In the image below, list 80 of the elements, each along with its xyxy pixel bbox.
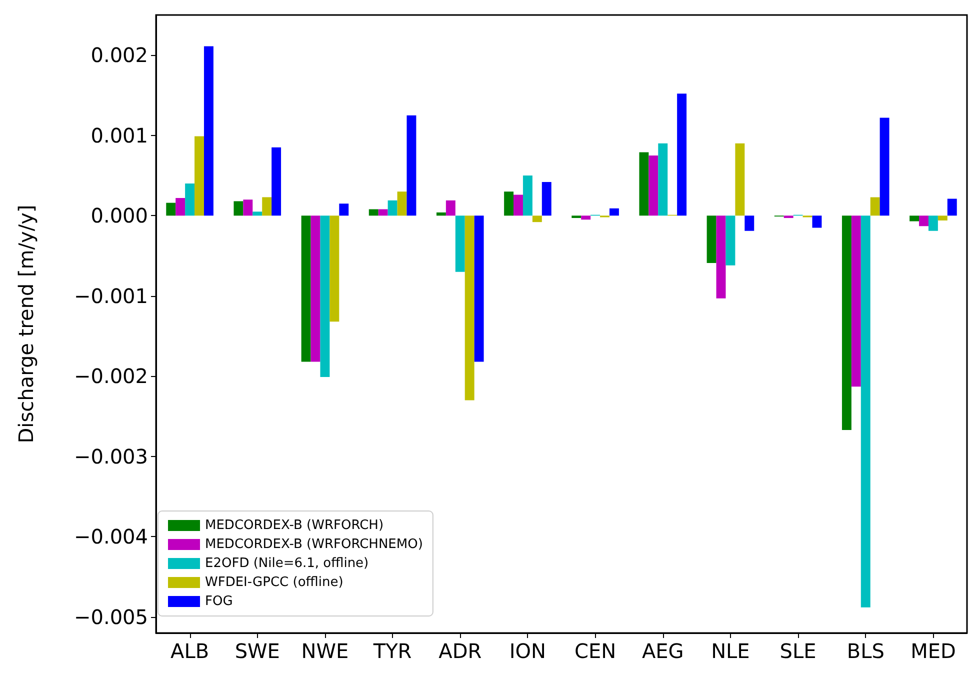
legend-label: MEDCORDEX-B (WRFORCHNEMO) xyxy=(205,537,423,552)
x-tick-label: BLS xyxy=(846,639,884,663)
bar xyxy=(455,216,465,272)
x-tick-label: SLE xyxy=(780,639,816,663)
x-tick-label: NWE xyxy=(301,639,349,663)
bar xyxy=(388,200,398,216)
bar xyxy=(262,197,272,216)
bar xyxy=(272,147,282,216)
y-tick-label: −0.005 xyxy=(74,604,148,629)
bar xyxy=(378,209,388,216)
x-tick-label: SWE xyxy=(234,639,280,663)
bar xyxy=(919,216,928,226)
bar xyxy=(784,216,794,218)
bar xyxy=(581,216,591,220)
x-tick-label: TYR xyxy=(372,639,412,663)
bar xyxy=(522,176,532,216)
bar xyxy=(330,216,340,322)
bar xyxy=(609,208,619,216)
bar xyxy=(648,155,658,216)
bar xyxy=(870,197,880,216)
bar xyxy=(726,216,736,266)
bar xyxy=(436,212,446,216)
bar xyxy=(744,216,754,231)
bar xyxy=(397,192,407,216)
bar xyxy=(252,212,262,216)
x-tick-label: ADR xyxy=(438,639,482,663)
bar xyxy=(504,192,514,216)
bar xyxy=(234,201,244,216)
bar xyxy=(176,198,186,216)
bar xyxy=(185,184,195,216)
bar xyxy=(243,200,253,216)
x-tick-label: ION xyxy=(509,639,546,663)
bar xyxy=(446,200,456,216)
bar xyxy=(842,216,852,430)
y-tick-label: −0.004 xyxy=(74,524,148,549)
bar xyxy=(910,216,920,222)
bar xyxy=(812,216,822,228)
x-tick-label: NLE xyxy=(711,639,750,663)
bar xyxy=(735,143,745,216)
bar xyxy=(928,216,938,231)
y-axis-title: Discharge trend [m/y/y] xyxy=(14,204,38,444)
bar xyxy=(572,216,582,218)
y-tick-label: −0.001 xyxy=(74,284,148,308)
y-tick-label: 0.000 xyxy=(90,204,148,228)
legend-label: WFDEI-GPCC (offline) xyxy=(205,575,344,590)
x-tick-label: CEN xyxy=(574,639,616,663)
bar xyxy=(339,204,349,216)
bar xyxy=(860,216,870,608)
bar xyxy=(947,198,957,216)
x-tick-label: MED xyxy=(910,639,956,663)
bar xyxy=(464,216,474,400)
y-tick-label: 0.002 xyxy=(90,43,148,68)
bar xyxy=(514,194,523,216)
y-tick-label: −0.002 xyxy=(74,364,148,388)
legend-label: MEDCORDEX-B (WRFORCH) xyxy=(205,518,384,533)
bar xyxy=(706,216,716,264)
bar xyxy=(320,216,330,377)
bar xyxy=(938,216,948,220)
bar xyxy=(880,118,890,216)
bar xyxy=(406,115,416,216)
bar xyxy=(368,209,378,216)
legend-label: FOG xyxy=(205,594,233,609)
bar xyxy=(301,216,311,362)
legend-label: E2OFD (Nile=6.1, offline) xyxy=(205,556,369,571)
x-tick-label: AEG xyxy=(642,639,684,663)
bar xyxy=(166,202,176,216)
y-tick-label: 0.001 xyxy=(90,123,148,148)
bar xyxy=(716,216,726,298)
bar xyxy=(532,216,542,222)
bar xyxy=(474,216,484,362)
bar xyxy=(639,152,649,216)
bar xyxy=(204,46,214,216)
bar xyxy=(542,182,552,216)
bar xyxy=(194,136,204,216)
x-tick-label: ALB xyxy=(170,639,210,663)
bar xyxy=(658,143,668,216)
y-tick-label: −0.003 xyxy=(74,444,148,468)
bar xyxy=(310,216,320,362)
bar xyxy=(851,216,861,387)
bar xyxy=(677,94,687,216)
